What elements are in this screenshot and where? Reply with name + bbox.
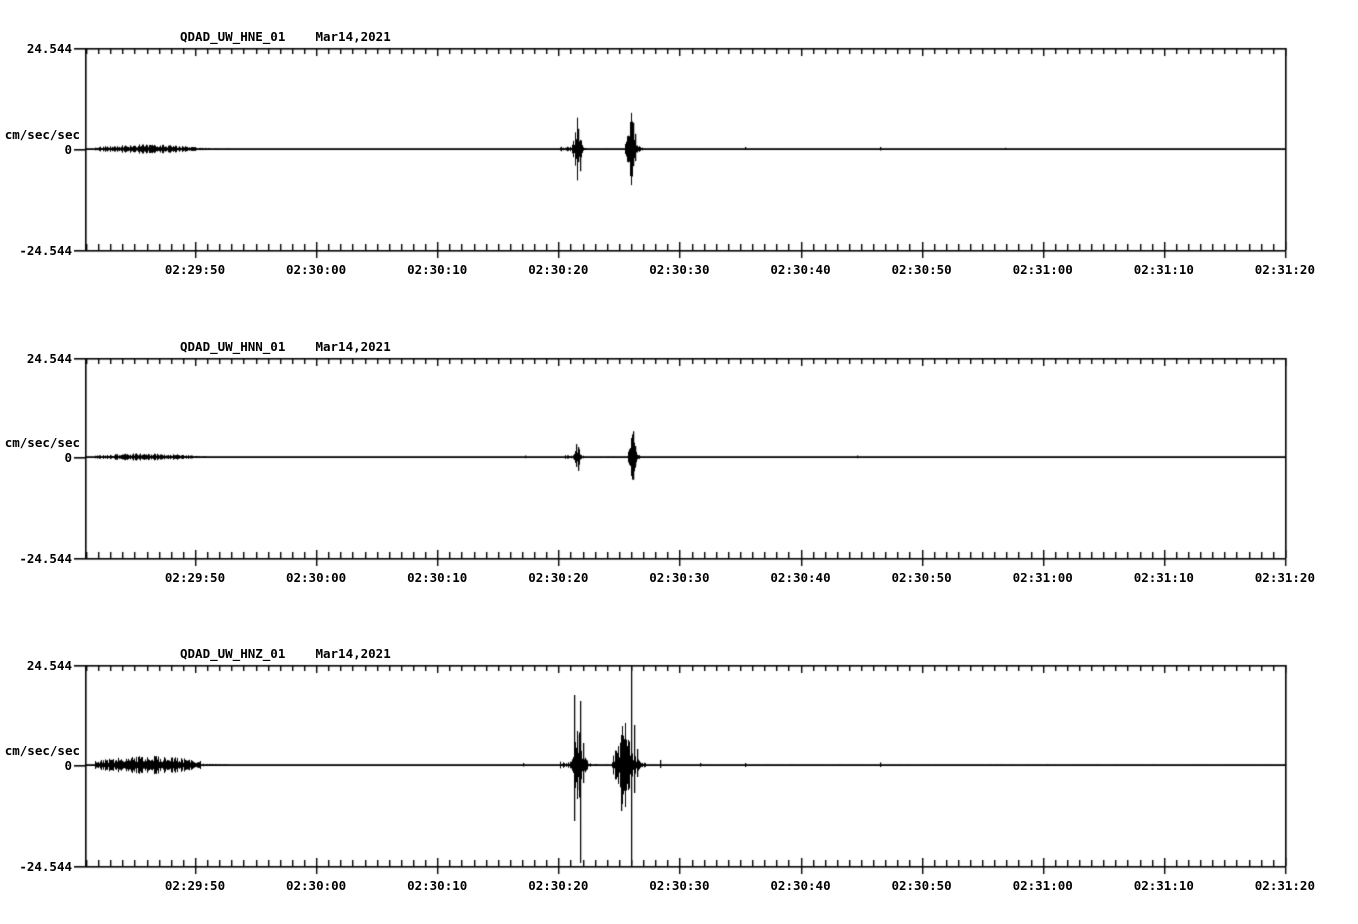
waveform-trace	[0, 332, 1358, 584]
waveform-trace	[0, 639, 1358, 892]
waveform-trace	[0, 22, 1358, 276]
